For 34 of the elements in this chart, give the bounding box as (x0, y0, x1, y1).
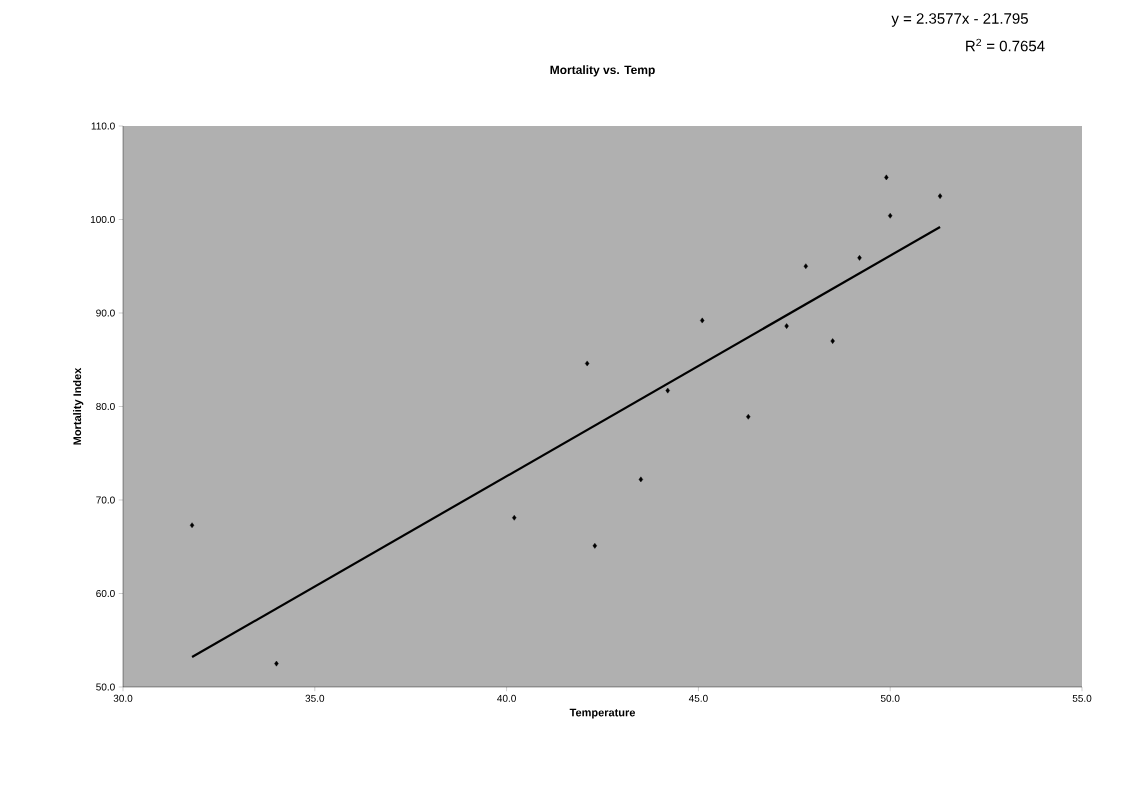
point (784, 323, 789, 329)
point (937, 193, 943, 199)
point (884, 174, 889, 181)
point (857, 255, 862, 261)
y-tick-label: 50.0 (96, 683, 115, 691)
y-tick-label: 100.0 (90, 215, 115, 224)
x-tick-label: 40.0 (497, 694, 516, 702)
x-tick-label: 30.0 (113, 694, 133, 702)
x-tick-label: 45.0 (688, 694, 708, 702)
point (592, 543, 597, 549)
text: y = 2.3577x - 21.795 (891, 13, 1028, 27)
x-tick-label: 35.0 (305, 694, 325, 702)
y-tick-label: 90.0 (96, 309, 115, 317)
point (274, 660, 279, 667)
point (803, 263, 808, 270)
point (746, 413, 751, 420)
y-axis-title: Mortality Index (73, 367, 84, 445)
point (638, 476, 644, 483)
y-tick-label: 70.0 (96, 496, 115, 504)
y-tick-label: 80.0 (96, 402, 115, 411)
point (700, 317, 705, 324)
chart-title: Mortality vs. Temp (550, 65, 655, 77)
x-tick-label: 55.0 (1072, 694, 1092, 702)
point (512, 514, 517, 521)
x-tick-label: 50.0 (880, 694, 900, 702)
point (888, 212, 893, 219)
point (189, 522, 195, 529)
text: R$^{2}$ = 0.7654 (966, 38, 1045, 52)
x-axis-title: Temperature (569, 708, 636, 719)
y-tick-label: 110.0 (91, 122, 115, 130)
point (830, 338, 835, 344)
y-tick-label: 60.0 (96, 589, 115, 598)
point (665, 387, 670, 394)
point (585, 360, 590, 367)
